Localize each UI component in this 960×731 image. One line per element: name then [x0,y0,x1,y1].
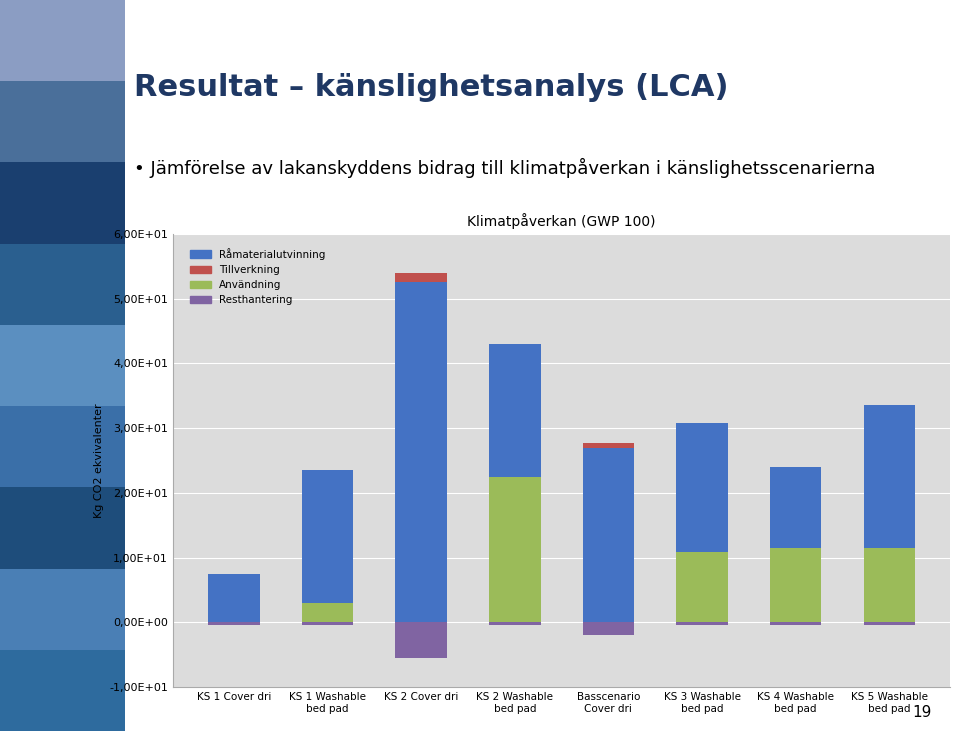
Bar [208,574,259,622]
Bar [583,622,635,635]
Text: • Jämförelse av lakanskyddens bidrag till klimatpåverkan i känslighetsscenariern: • Jämförelse av lakanskyddens bidrag til… [134,158,876,178]
Y-axis label: Kg CO2 ekvivalenter: Kg CO2 ekvivalenter [93,404,104,518]
Bar [208,622,259,625]
Legend: Råmaterialutvinning, Tillverkning, Användning, Resthantering: Råmaterialutvinning, Tillverkning, Använ… [186,243,329,309]
Bar [396,273,447,282]
Bar [864,406,915,548]
Bar [583,443,635,447]
Title: Klimatpåverkan (GWP 100): Klimatpåverkan (GWP 100) [468,213,656,229]
Bar [770,467,822,548]
Bar [583,447,635,622]
Text: Resultat – känslighetsanalys (LCA): Resultat – känslighetsanalys (LCA) [134,73,729,102]
Bar [0,81,125,162]
Bar [0,243,125,325]
Bar [0,162,125,243]
Bar [489,477,540,622]
Bar [301,603,353,622]
Bar [301,470,353,603]
Bar [676,553,728,622]
Bar [489,344,540,477]
Bar [676,423,728,553]
Text: 19: 19 [912,705,931,720]
Bar [0,325,125,406]
Bar [301,622,353,625]
Bar [0,406,125,488]
Bar [0,0,125,81]
Bar [396,282,447,622]
Bar [770,548,822,622]
Bar [676,622,728,625]
Bar [396,622,447,658]
Bar [864,548,915,622]
Bar [0,488,125,569]
Bar [0,569,125,650]
Bar [864,622,915,625]
Bar [489,622,540,625]
Bar [0,650,125,731]
Bar [770,622,822,625]
